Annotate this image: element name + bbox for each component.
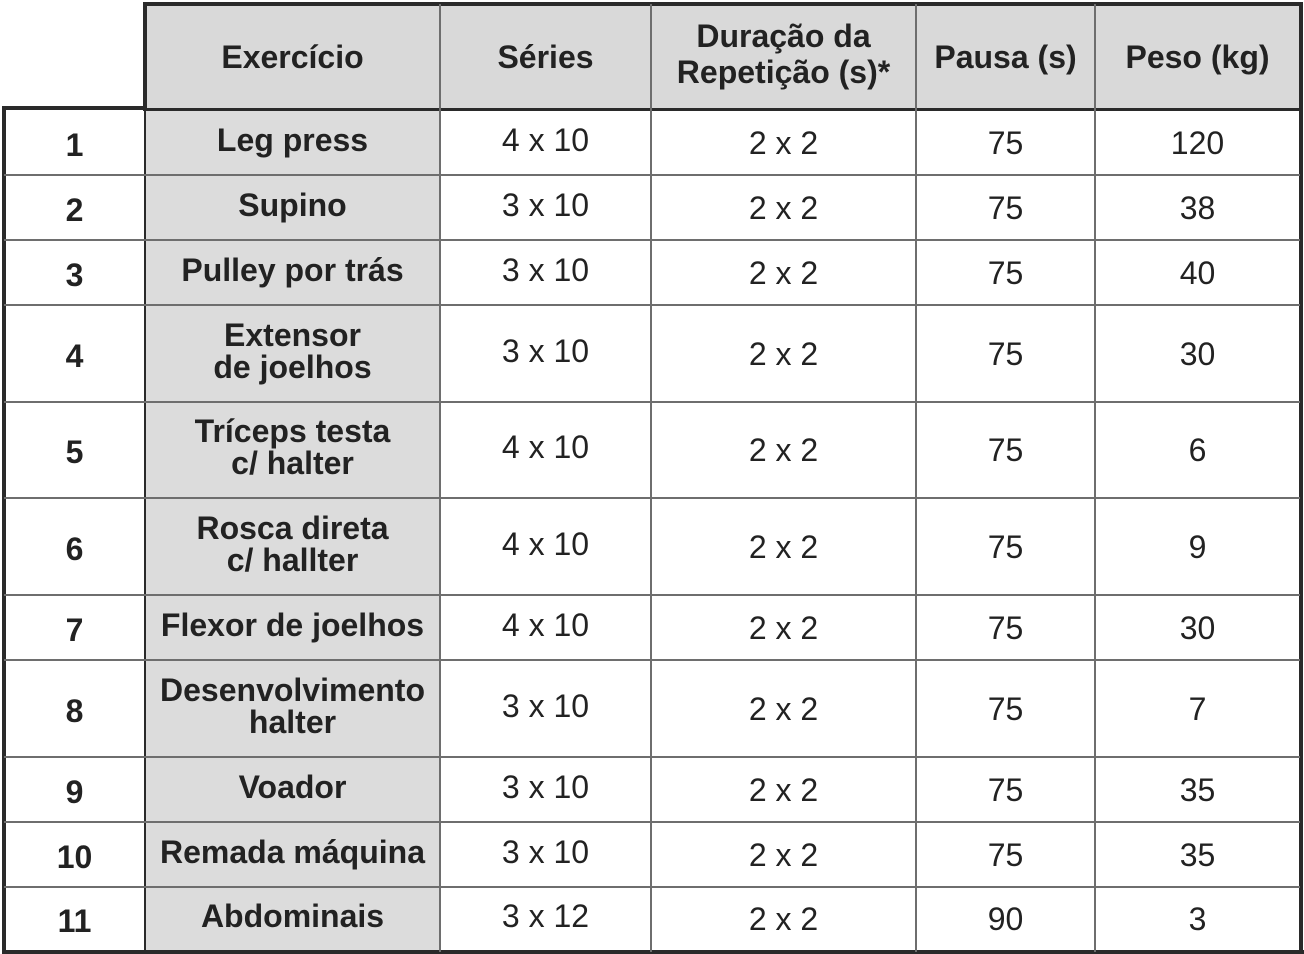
row-divider-10: [4, 886, 1300, 888]
exercise-cell: Remada máquina: [145, 822, 440, 887]
pause-cell: 75: [987, 335, 1024, 372]
series-cell: 3 x 12: [501, 897, 590, 934]
series-cell: 3 x 10: [501, 332, 590, 369]
series-cell: 4 x 10: [501, 121, 590, 158]
row-number-cell: 4: [65, 337, 84, 374]
weight-cell: 40: [1179, 254, 1216, 291]
weight-cell: 38: [1179, 189, 1216, 226]
pause-cell: 75: [987, 690, 1024, 727]
series-cell: 3 x 10: [501, 768, 590, 805]
column-divider-1: [144, 4, 146, 952]
series-cell: 3 x 10: [501, 687, 590, 724]
exercise-cell: Rosca direta c/ hallter: [145, 498, 440, 595]
header-rep-duration: Duração da Repetição (s)*: [651, 4, 916, 110]
series-cell: 3 x 10: [501, 833, 590, 870]
series-cell: 4 x 10: [501, 525, 590, 562]
exercise-cell: Pulley por trás: [145, 240, 440, 305]
row-number-cell: 1: [65, 126, 84, 163]
rep-duration-cell: 2 x 2: [748, 836, 819, 873]
rep-duration-cell: 2 x 2: [748, 189, 819, 226]
pause-cell: 75: [987, 189, 1024, 226]
pause-cell: 75: [987, 609, 1024, 646]
pause-cell: 75: [987, 528, 1024, 565]
pause-cell: 75: [987, 124, 1024, 161]
table-border-bottom: [2, 950, 1304, 954]
weight-cell: 6: [1188, 432, 1207, 468]
row-number-cell: 6: [65, 530, 84, 567]
exercise-cell: Leg press: [145, 110, 440, 175]
pause-cell: 90: [987, 900, 1024, 937]
row-divider-3: [4, 304, 1300, 306]
column-divider-3: [650, 4, 652, 952]
rep-duration-cell: 2 x 2: [748, 528, 819, 565]
header-series: Séries: [440, 4, 651, 110]
series-cell: 4 x 10: [501, 429, 590, 465]
weight-cell: 35: [1179, 836, 1216, 873]
row-divider-6: [4, 594, 1300, 596]
row-number-cell: 11: [57, 902, 92, 939]
exercise-cell: Abdominais: [145, 887, 440, 950]
exercise-cell: Tríceps testa c/ halter: [145, 402, 440, 498]
exercise-cell: Supino: [145, 175, 440, 240]
weight-cell: 9: [1188, 528, 1207, 565]
row-number-top-border: [2, 106, 147, 110]
row-number-cell: 7: [65, 611, 84, 648]
row-divider-4: [4, 401, 1300, 403]
table-border-right: [1299, 2, 1303, 954]
pause-cell: 75: [987, 432, 1024, 468]
weight-cell: 7: [1188, 690, 1207, 727]
row-divider-7: [4, 659, 1300, 661]
pause-cell: 75: [987, 771, 1024, 808]
rep-duration-cell: 2 x 2: [748, 254, 819, 291]
rep-duration-cell: 2 x 2: [748, 690, 819, 727]
table-border-top: [143, 2, 1303, 6]
row-number-cell: 9: [65, 773, 84, 810]
pause-cell: 75: [987, 836, 1024, 873]
row-divider-8: [4, 756, 1300, 758]
header-border-bottom: [143, 108, 1303, 111]
rep-duration-cell: 2 x 2: [748, 124, 819, 161]
rep-duration-cell: 2 x 2: [748, 771, 819, 808]
column-divider-2: [439, 4, 441, 952]
row-number-cell: 2: [65, 191, 84, 228]
row-divider-2: [4, 239, 1300, 241]
weight-cell: 35: [1179, 771, 1216, 808]
row-number-cell: 3: [65, 256, 84, 293]
row-number-cell: 5: [65, 434, 84, 470]
exercise-cell: Voador: [145, 757, 440, 822]
exercise-cell: Extensor de joelhos: [145, 305, 440, 402]
weight-cell: 120: [1170, 124, 1225, 161]
rep-duration-cell: 2 x 2: [748, 335, 819, 372]
column-divider-5: [1094, 4, 1096, 952]
weight-cell: 30: [1179, 335, 1216, 372]
header-exercise: Exercício: [145, 4, 440, 110]
header-pause: Pausa (s): [916, 4, 1095, 110]
exercise-cell: Flexor de joelhos: [145, 595, 440, 660]
series-cell: 3 x 10: [501, 251, 590, 288]
row-divider-1: [4, 174, 1300, 176]
row-divider-9: [4, 821, 1300, 823]
row-divider-5: [4, 497, 1300, 499]
exercise-cell: Desenvolvimento halter: [145, 660, 440, 757]
weight-cell: 30: [1179, 609, 1216, 646]
pause-cell: 75: [987, 254, 1024, 291]
row-number-cell: 8: [65, 692, 84, 729]
table-border-left: [2, 108, 6, 954]
rep-duration-cell: 2 x 2: [748, 609, 819, 646]
rep-duration-cell: 2 x 2: [748, 900, 819, 937]
rep-duration-cell: 2 x 2: [748, 432, 819, 468]
header-weight: Peso (kg): [1095, 4, 1300, 110]
series-cell: 3 x 10: [501, 186, 590, 223]
weight-cell: 3: [1188, 900, 1207, 937]
series-cell: 4 x 10: [501, 606, 590, 643]
column-divider-4: [915, 4, 917, 952]
row-number-cell: 10: [56, 838, 93, 875]
